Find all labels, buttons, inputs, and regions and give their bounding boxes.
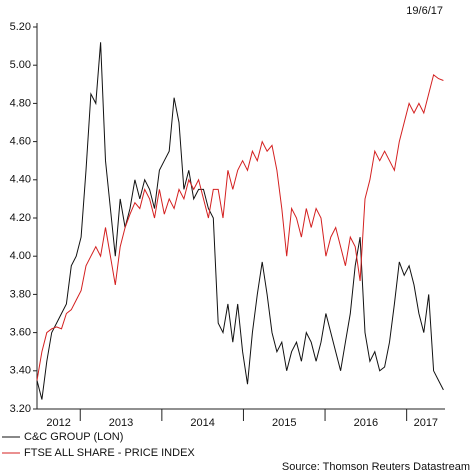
y-tick-label: 4.40 [10,174,31,186]
y-tick-label: 3.40 [10,365,31,377]
series-line [36,42,444,400]
legend-label: FTSE ALL SHARE - PRICE INDEX [24,447,195,459]
x-tick-label: 2012 [46,417,70,429]
y-tick-label: 5.00 [10,59,31,71]
x-tick-label: 2015 [272,417,296,429]
source-note: Source: Thomson Reuters Datastream [282,461,470,473]
y-tick-label: 4.00 [10,250,31,262]
chart-title: 19/6/17 [406,5,443,17]
y-tick-label: 4.60 [10,136,31,148]
y-tick-label: 4.80 [10,97,31,109]
y-tick-label: 3.60 [10,327,31,339]
y-tick-label: 5.20 [10,21,31,33]
y-tick-label: 4.20 [10,212,31,224]
legend-label: C&C GROUP (LON) [24,431,123,443]
x-tick-label: 2017 [414,417,438,429]
series-line [36,73,444,381]
x-tick-label: 2016 [354,417,378,429]
y-tick-label: 3.80 [10,288,31,300]
y-tick-label: 3.20 [10,403,31,415]
x-tick-label: 2014 [190,417,214,429]
x-tick-label: 2013 [109,417,133,429]
